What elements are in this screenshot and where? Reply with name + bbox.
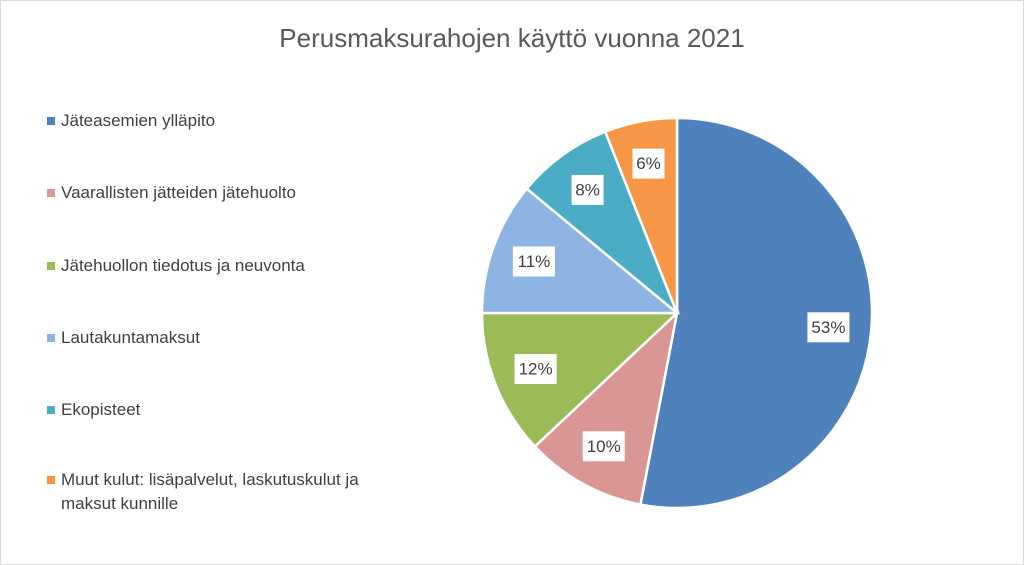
legend-item: Lautakuntamaksut: [47, 326, 361, 350]
legend-swatch: [47, 476, 55, 484]
legend-swatch: [47, 189, 55, 197]
pie-slice: [533, 309, 679, 507]
legend-label: Muut kulut: lisäpalvelut, laskutuskulut …: [61, 470, 359, 513]
legend-swatch: [47, 117, 55, 125]
legend-label: Ekopisteet: [61, 400, 141, 419]
data-label: 6%: [636, 154, 661, 173]
data-label: 11%: [518, 252, 551, 271]
legend-item: Muut kulut: lisäpalvelut, laskutuskulut …: [47, 468, 361, 516]
data-label: 53%: [811, 318, 845, 337]
legend-item: Jätehuollon tiedotus ja neuvonta: [47, 254, 361, 278]
legend-item: Ekopisteet: [47, 398, 361, 422]
legend-item: Vaarallisten jätteiden jätehuolto: [47, 181, 361, 205]
data-label: 8%: [575, 180, 600, 199]
pie-slice: [524, 130, 679, 314]
data-label: 12%: [519, 359, 553, 378]
data-label-box: [807, 312, 850, 343]
data-label-box: [571, 174, 604, 205]
data-label-box: [632, 148, 665, 179]
data-label-box: [514, 353, 557, 384]
data-label-box: [512, 246, 555, 277]
legend-label: Lautakuntamaksut: [61, 328, 200, 347]
data-label-box: [582, 431, 625, 462]
chart-title: Perusmaksurahojen käyttö vuonna 2021: [279, 23, 745, 53]
legend-label: Vaarallisten jätteiden jätehuolto: [61, 183, 297, 202]
pie-slice: [480, 186, 681, 315]
legend-swatch: [47, 262, 55, 270]
legend-label: Jäteasemien ylläpito: [61, 111, 216, 130]
pie-slice: [480, 311, 681, 449]
legend-swatch: [47, 406, 55, 414]
legend-label: Jätehuollon tiedotus ja neuvonta: [61, 256, 305, 275]
legend-swatch: [47, 334, 55, 342]
legend-item: Jäteasemien ylläpito: [47, 109, 361, 133]
data-label: 10%: [587, 437, 621, 456]
pie-slice: [638, 116, 874, 510]
